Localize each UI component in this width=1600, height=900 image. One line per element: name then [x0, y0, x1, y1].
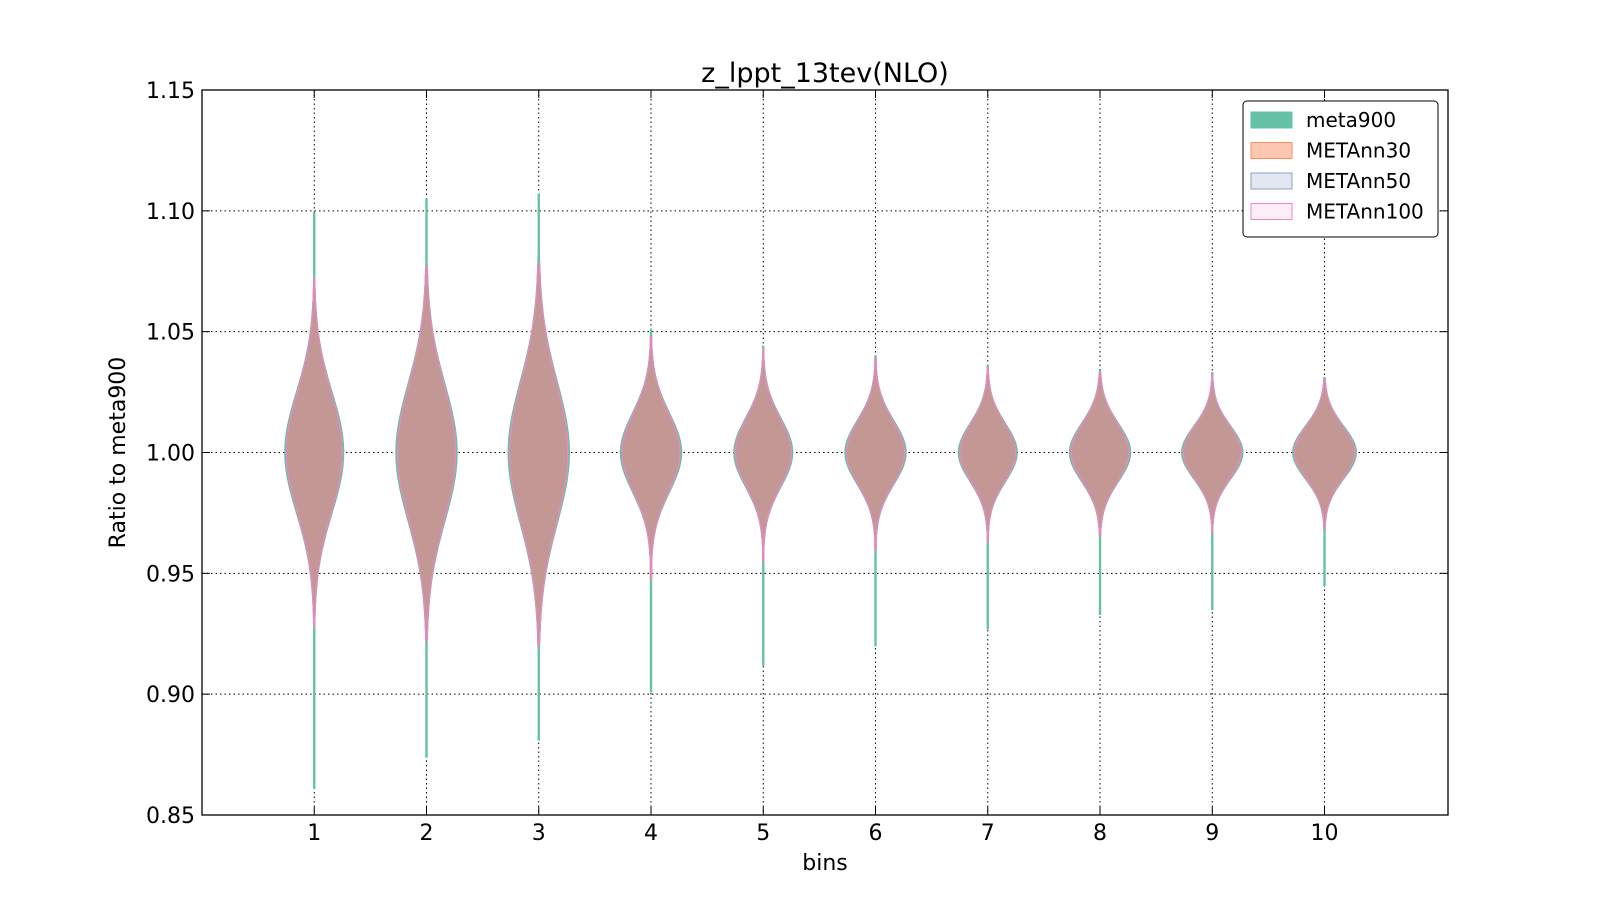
y-tick-label: 0.85 [146, 804, 195, 829]
legend-item-METAnn30: METAnn30 [1250, 139, 1411, 163]
legend-item-METAnn50: METAnn50 [1250, 169, 1411, 193]
x-tick-label: 6 [869, 821, 883, 846]
legend-swatch [1250, 142, 1293, 159]
violin-METAnn100-bin-2 [397, 265, 456, 642]
y-axis-label: Ratio to meta900 [106, 357, 131, 549]
legend-item-meta900: meta900 [1250, 108, 1396, 132]
violin-plots [284, 193, 1357, 790]
violin-METAnn100-bin-8 [1070, 372, 1130, 536]
violin-METAnn100-bin-5 [734, 347, 792, 562]
legend-label: METAnn100 [1306, 200, 1424, 224]
y-tick-label: 1.05 [146, 321, 195, 346]
violin-METAnn100-bin-7 [959, 367, 1017, 543]
legend-swatch [1250, 111, 1293, 129]
violin-METAnn100-bin-1 [285, 277, 343, 628]
y-tick-label: 0.95 [146, 562, 195, 587]
x-tick-label: 5 [756, 821, 770, 846]
x-tick-label: 1 [307, 821, 321, 846]
legend-swatch [1250, 172, 1293, 190]
x-tick-label: 8 [1093, 821, 1107, 846]
x-tick-label: 7 [981, 821, 995, 846]
legend-label: METAnn30 [1306, 139, 1411, 163]
y-axis-ticks: 0.85 0.90 0.95 1.00 1.05 1.10 1.15 [146, 79, 1448, 829]
legend-label: meta900 [1306, 108, 1396, 132]
x-axis-label: bins [802, 851, 847, 876]
legend-label: METAnn50 [1306, 169, 1411, 193]
x-tick-label: 9 [1205, 821, 1219, 846]
y-tick-label: 1.15 [146, 79, 195, 104]
violin-METAnn100-bin-10 [1293, 379, 1356, 531]
legend-items: meta900 METAnn30 METAnn50 METAnn100 [1250, 108, 1424, 224]
violin-METAnn100-bin-4 [621, 335, 681, 579]
violin-METAnn100-bin-3 [509, 263, 569, 647]
legend: meta900 METAnn30 METAnn50 METAnn100 [1242, 100, 1439, 238]
legend-item-METAnn100: METAnn100 [1250, 200, 1424, 224]
chart-title: z_lppt_13tev(NLO) [701, 58, 949, 89]
x-tick-label: 3 [532, 821, 546, 846]
x-tick-label: 10 [1311, 821, 1339, 846]
y-tick-label: 1.00 [146, 442, 195, 467]
legend-swatch [1250, 203, 1293, 220]
x-axis-ticks: 1 2 3 4 5 6 7 8 9 10 [307, 90, 1339, 846]
violin-series-METAnn100 [285, 263, 1356, 647]
violin-METAnn100-bin-6 [846, 357, 905, 550]
y-tick-label: 0.90 [146, 683, 195, 708]
y-tick-label: 1.10 [146, 200, 195, 225]
violin-METAnn100-bin-9 [1182, 374, 1242, 533]
x-tick-label: 4 [644, 821, 658, 846]
x-tick-label: 2 [420, 821, 434, 846]
